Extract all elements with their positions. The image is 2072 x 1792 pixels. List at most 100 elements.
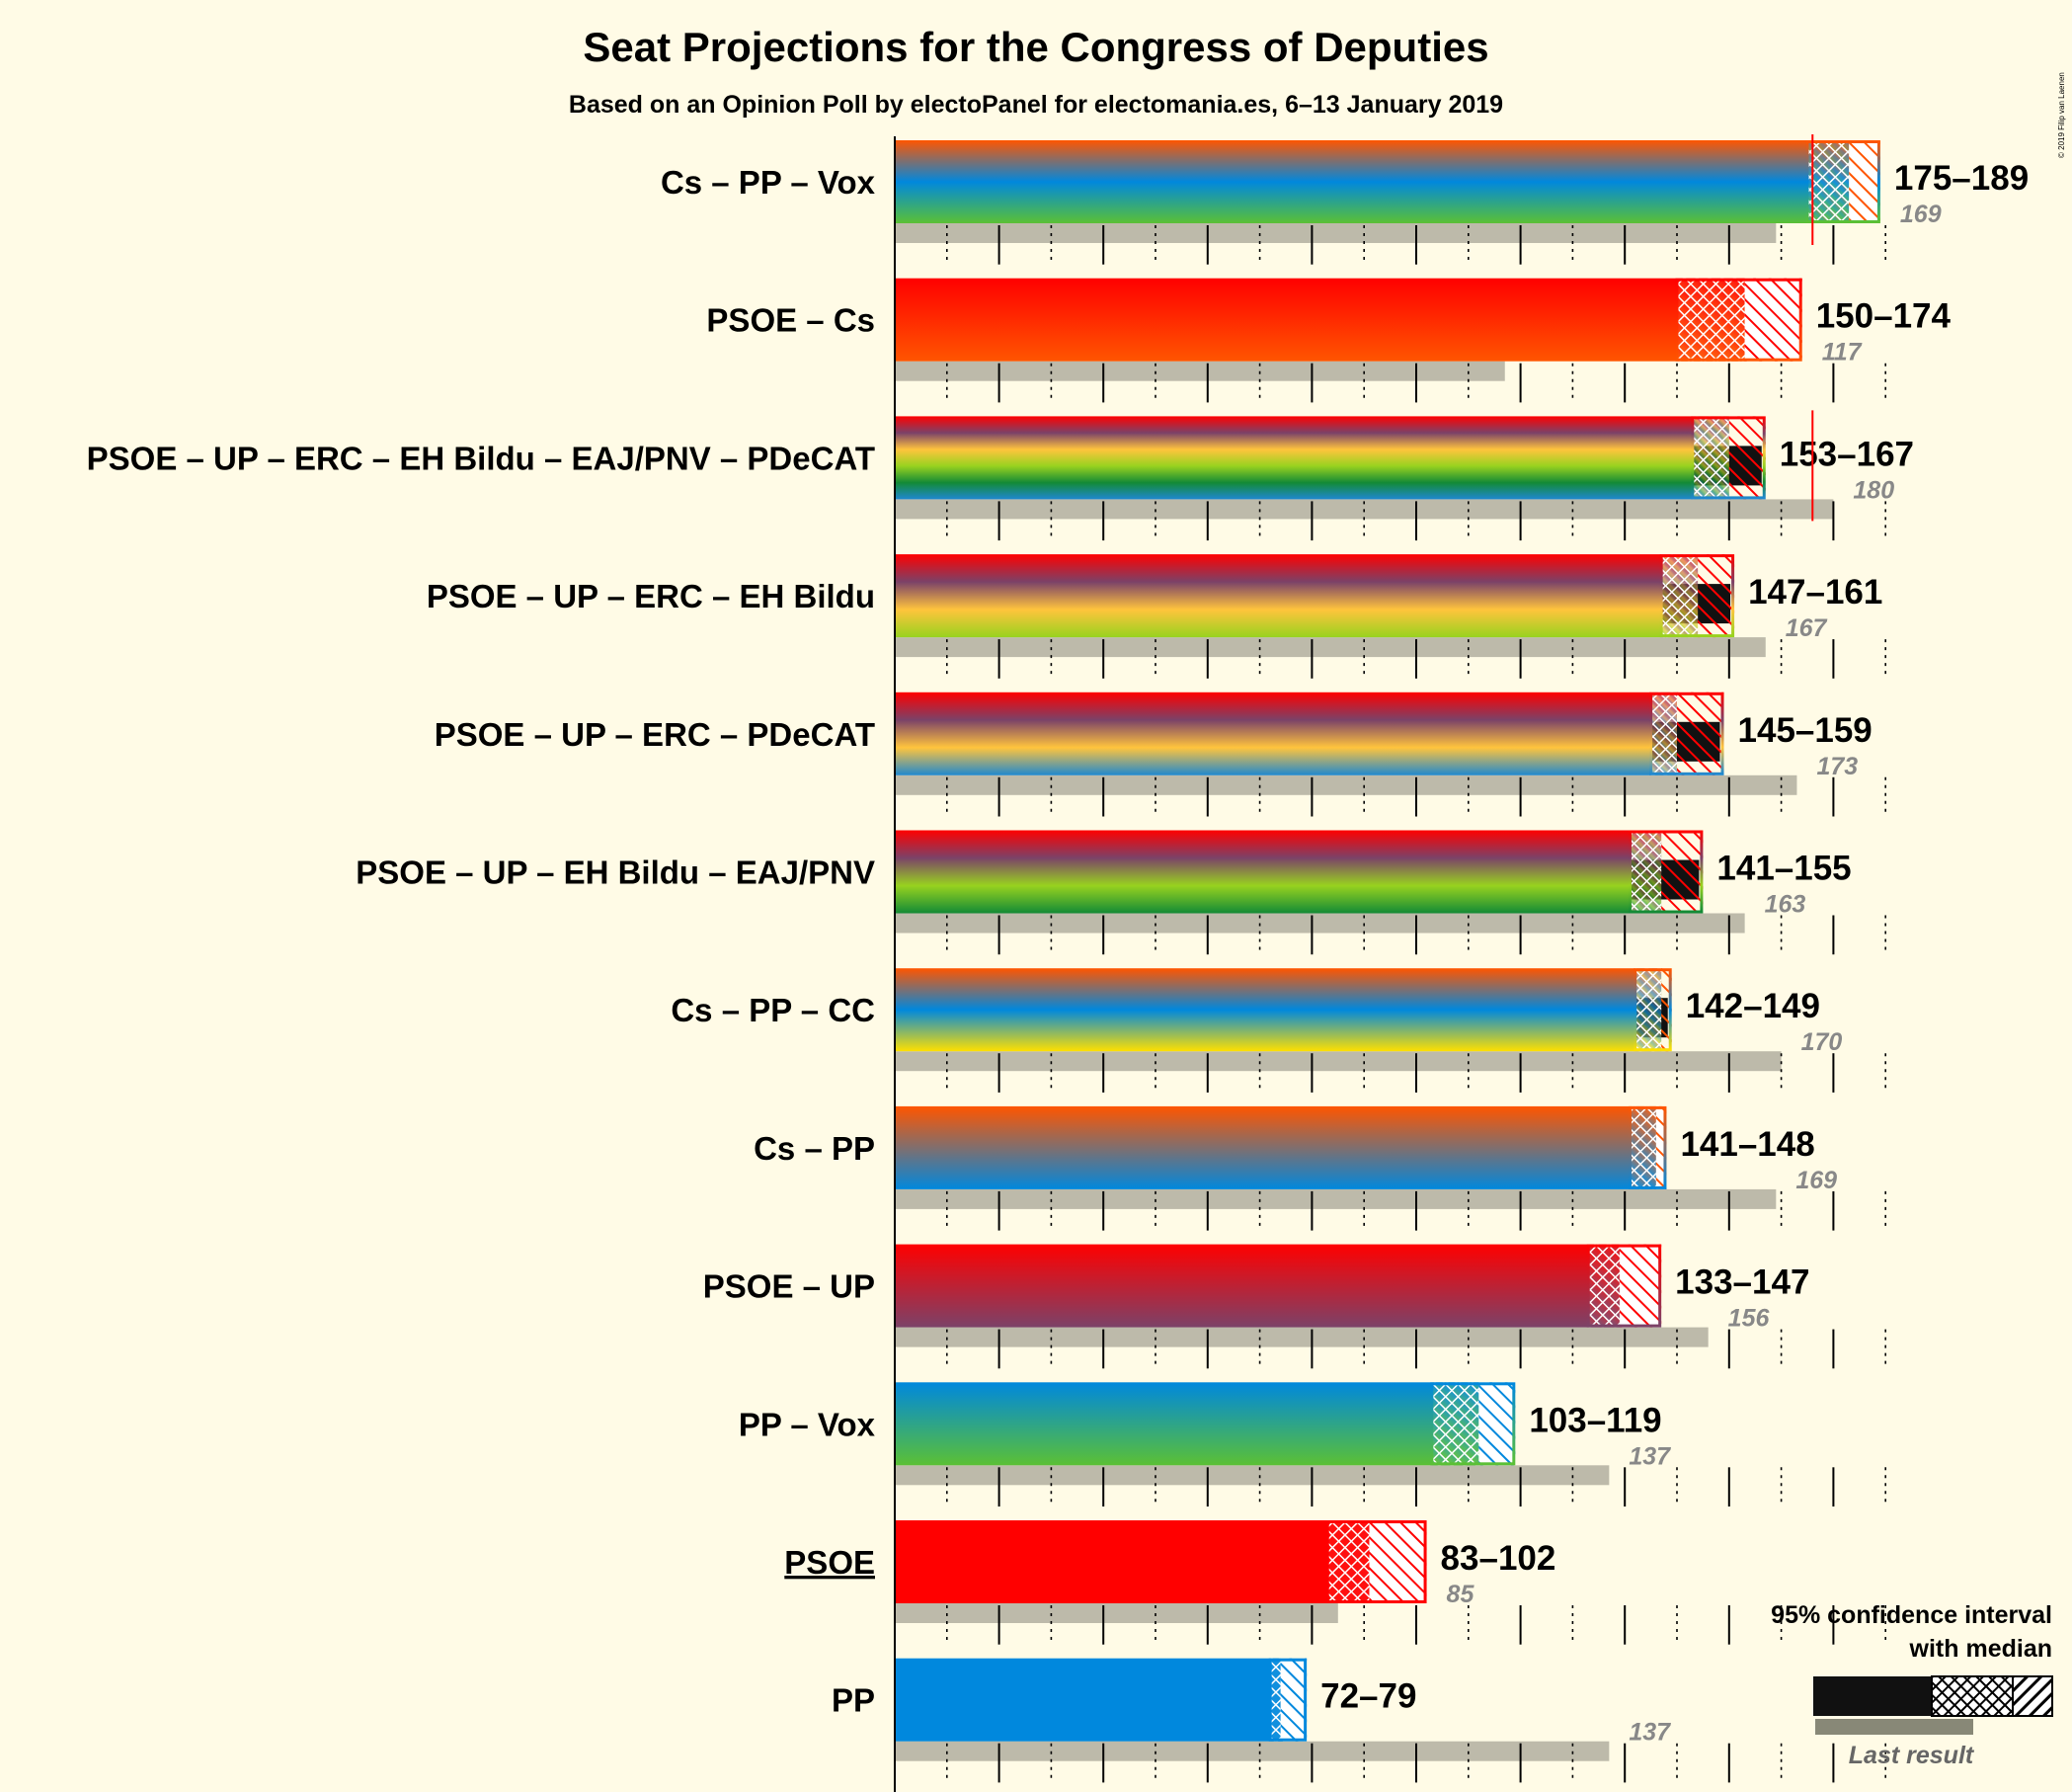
ci-upper-hatch — [1849, 140, 1880, 223]
last-result-label: 170 — [1801, 1028, 1843, 1056]
ci-outline — [1649, 692, 1724, 775]
last-result-bar — [895, 1465, 1610, 1486]
ci-outline — [1325, 1520, 1427, 1603]
row-6: Cs – PP – CC 142–149 170 — [671, 968, 1843, 1072]
row-2: PSOE – UP – ERC – EH Bildu – EAJ/PNV – P… — [87, 416, 1914, 520]
ci-upper-hatch — [1661, 968, 1672, 1052]
row-label: PSOE – UP – ERC – PDeCAT — [435, 716, 875, 753]
row-label: PSOE – UP – ERC – EH Bildu – EAJ/PNV – P… — [87, 440, 875, 476]
row-7: Cs – PP 141–148 169 — [754, 1105, 1837, 1209]
row-8: PSOE – UP 133–147 156 — [703, 1244, 1809, 1347]
last-result-bar — [895, 1327, 1709, 1347]
range-label: 175–189 — [1894, 159, 2029, 198]
ci-outline — [1634, 968, 1672, 1052]
row-3: PSOE – UP – ERC – EH Bildu 147–161 167 — [427, 554, 1882, 658]
range-label: 141–155 — [1716, 850, 1851, 888]
range-label: 72–79 — [1320, 1677, 1416, 1716]
last-result-bar — [895, 1188, 1777, 1209]
last-result-label: 137 — [1629, 1719, 1671, 1747]
row-label: PSOE – UP — [703, 1268, 875, 1305]
ci-upper-hatch — [1728, 416, 1766, 500]
range-label: 142–149 — [1686, 987, 1820, 1025]
ci-upper-hatch — [1369, 1520, 1427, 1603]
copyright-note: © 2019 Filip van Laenen — [2057, 72, 2066, 158]
ci-outline — [1430, 1382, 1516, 1466]
ci-upper-hatch — [1677, 692, 1724, 775]
legend-ci-solid — [1813, 1676, 1932, 1716]
ci-upper-hatch — [1280, 1658, 1308, 1742]
ci-lower-hatch — [1692, 416, 1729, 500]
last-result-bar — [895, 223, 1777, 243]
row-11: PP 72–79 137 — [832, 1658, 1671, 1761]
range-label: 133–147 — [1675, 1263, 1809, 1302]
ci-outline — [1628, 830, 1704, 914]
last-result-label: 169 — [1900, 201, 1942, 228]
ci-outline — [1659, 554, 1735, 638]
chart-subtitle: Based on an Opinion Poll by electoPanel … — [569, 91, 1503, 119]
ci-lower-hatch — [1431, 1382, 1479, 1466]
ci-upper-hatch — [1619, 1244, 1662, 1328]
ci-upper-hatch — [1655, 1105, 1667, 1189]
last-result-bar — [895, 1051, 1782, 1072]
projection-bar — [895, 1520, 1328, 1603]
ci-lower-hatch — [1327, 1520, 1370, 1603]
legend-ci-label-line2: with median — [1909, 1635, 2052, 1663]
last-result-bar — [895, 637, 1766, 658]
row-label: PP — [832, 1682, 875, 1719]
ci-outline — [1691, 416, 1766, 500]
row-10: PSOE 83–102 85 — [784, 1520, 1555, 1623]
projection-bar — [895, 416, 1693, 500]
ci-lower-hatch — [1588, 1244, 1620, 1328]
last-result-label: 173 — [1816, 753, 1858, 780]
legend-last-result-label: Last result — [1849, 1742, 1975, 1769]
row-label: PSOE – Cs — [706, 302, 875, 339]
last-result-bar — [895, 1603, 1338, 1623]
projection-bar — [895, 1105, 1631, 1189]
range-label: 141–148 — [1680, 1125, 1814, 1164]
row-label: Cs – PP – Vox — [661, 164, 876, 201]
range-label: 103–119 — [1529, 1401, 1661, 1439]
range-label: 145–159 — [1738, 711, 1873, 750]
chart-title: Seat Projections for the Congress of Dep… — [583, 24, 1488, 70]
legend-last-result-bar — [1815, 1719, 1973, 1735]
ci-outline — [1628, 1105, 1667, 1189]
range-label: 150–174 — [1816, 297, 1952, 336]
row-label: PSOE — [784, 1544, 875, 1581]
last-result-label: 169 — [1795, 1167, 1837, 1194]
last-result-bar — [895, 774, 1797, 795]
chart-rows: Cs – PP – Vox 175–189 169 PSOE – Cs 150–174 1… — [87, 134, 2029, 1761]
row-5: PSOE – UP – EH Bildu – EAJ/PNV 141–155 163 — [356, 830, 1852, 934]
ci-outline — [1268, 1658, 1308, 1742]
ci-outline — [1805, 140, 1880, 223]
row-0: Cs – PP – Vox 175–189 169 — [661, 140, 2029, 243]
ci-lower-hatch — [1270, 1658, 1281, 1742]
ci-upper-hatch — [1478, 1382, 1516, 1466]
range-label: 153–167 — [1780, 435, 1914, 473]
ci-upper-hatch — [1661, 830, 1704, 914]
projection-bar — [895, 554, 1662, 638]
legend-ci-crosshatch — [1931, 1675, 2014, 1717]
last-result-label: 85 — [1447, 1581, 1475, 1608]
legend: 95% confidence interval with median Last… — [1771, 1601, 2053, 1769]
row-4: PSOE – UP – ERC – PDeCAT 145–159 173 — [435, 692, 1873, 795]
last-result-label: 180 — [1853, 476, 1894, 504]
projection-bar — [895, 1382, 1432, 1466]
last-result-bar — [895, 361, 1505, 381]
projection-bar — [895, 278, 1677, 362]
last-result-label: 137 — [1629, 1442, 1671, 1470]
range-label: 83–102 — [1441, 1539, 1556, 1578]
projection-bar — [895, 1244, 1589, 1328]
grid-lines — [894, 136, 1886, 1792]
projection-bar — [895, 692, 1651, 775]
ci-lower-hatch — [1650, 692, 1677, 775]
range-label: 147–161 — [1748, 573, 1882, 611]
last-result-label: 167 — [1786, 614, 1828, 642]
ci-upper-hatch — [1698, 554, 1735, 638]
ci-lower-hatch — [1661, 554, 1699, 638]
ci-lower-hatch — [1677, 278, 1745, 362]
row-label: PSOE – UP – EH Bildu – EAJ/PNV — [356, 855, 875, 891]
ci-lower-hatch — [1634, 968, 1662, 1052]
row-1: PSOE – Cs 150–174 117 — [706, 278, 1952, 381]
row-label: Cs – PP — [754, 1130, 875, 1167]
